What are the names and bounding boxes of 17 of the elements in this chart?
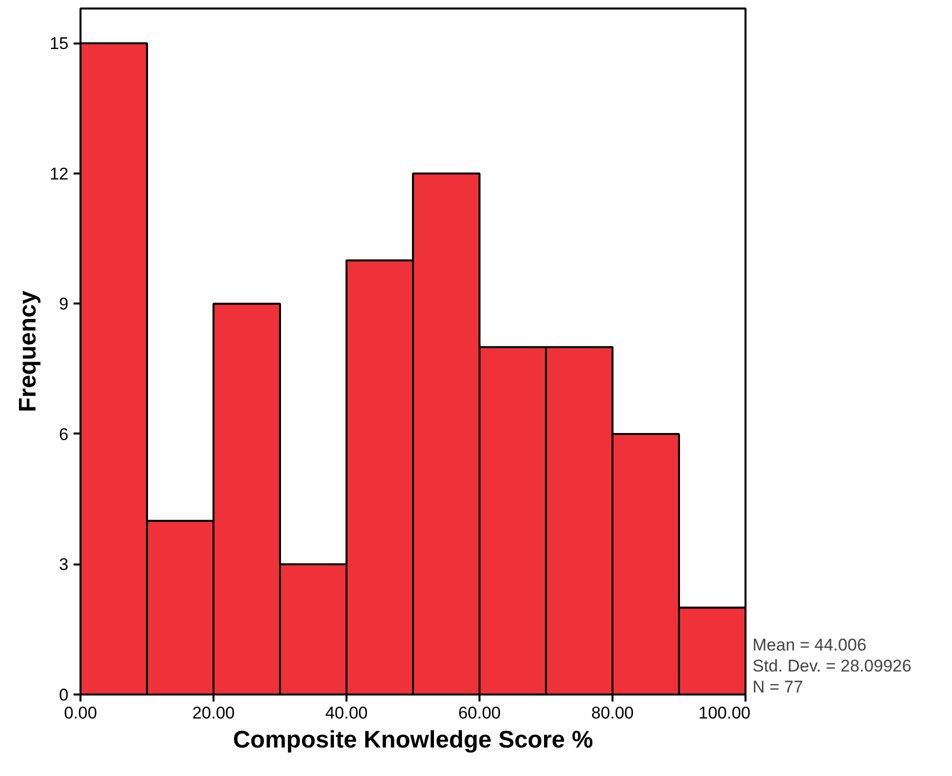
x-tick-label: 40.00 xyxy=(325,704,368,722)
x-tick-label: 20.00 xyxy=(192,704,235,722)
y-tick-label: 9 xyxy=(59,294,69,314)
y-tick-label: 6 xyxy=(59,424,69,444)
y-axis-title: Frequency xyxy=(14,290,42,412)
x-tick-label: 0.00 xyxy=(64,704,98,722)
text: N = 77 xyxy=(752,678,804,696)
x-axis-title: Composite Knowledge Score % xyxy=(232,726,594,754)
text: Mean = 44.006 xyxy=(752,636,866,654)
text: Std. Dev. = 28.09926 xyxy=(752,656,912,676)
x-tick-label: 100.00 xyxy=(698,704,751,722)
y-tick-label: 0 xyxy=(59,686,69,704)
y-tick-label: 3 xyxy=(59,555,69,574)
x-tick-label: 80.00 xyxy=(591,704,634,722)
y-tick-label: 12 xyxy=(50,164,69,184)
y-tick-label: 15 xyxy=(50,34,69,54)
x-tick-label: 60.00 xyxy=(458,704,501,722)
